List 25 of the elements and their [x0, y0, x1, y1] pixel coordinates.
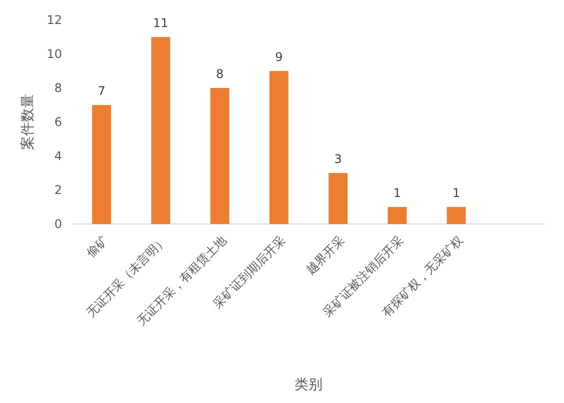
bar	[210, 88, 230, 224]
x-tick-label: 偷矿	[84, 233, 111, 260]
bar	[92, 105, 112, 224]
data-label: 9	[275, 50, 283, 64]
data-label: 11	[153, 16, 168, 30]
x-axis-title: 类别	[294, 377, 322, 393]
bar	[328, 173, 348, 224]
bar	[388, 207, 407, 224]
y-axis-title: 案件数量	[19, 94, 36, 150]
y-tick-label: 2	[54, 183, 62, 198]
y-tick-label: 10	[46, 47, 62, 62]
bar	[151, 37, 170, 224]
y-tick-label: 6	[54, 115, 62, 130]
y-tick-label: 4	[54, 149, 62, 164]
bar	[269, 71, 288, 224]
y-tick-label: 12	[46, 13, 62, 28]
data-label: 7	[98, 84, 106, 98]
data-label: 1	[452, 186, 460, 200]
data-label: 1	[393, 186, 402, 200]
data-label: 3	[334, 152, 342, 166]
y-tick-label: 0	[54, 217, 62, 232]
data-label: 8	[216, 67, 224, 81]
y-tick-label: 8	[54, 81, 62, 96]
bar	[446, 207, 466, 224]
x-tick-label: 越界开采	[303, 233, 348, 278]
